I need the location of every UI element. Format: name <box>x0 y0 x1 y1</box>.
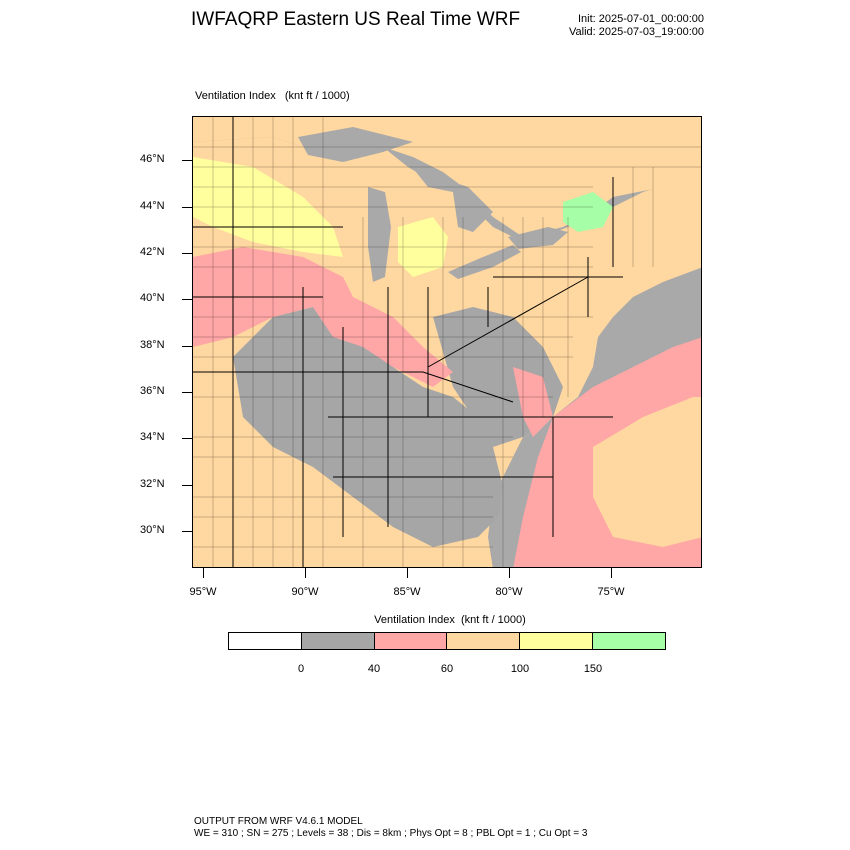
colorbar-label-60: 60 <box>440 663 454 675</box>
lon-label-75w: 75°W <box>597 586 625 598</box>
colorbar-bin-60-100 <box>447 633 521 649</box>
lat-label-38n: 38°N <box>140 339 165 351</box>
model-info-line1: OUTPUT FROM WRF V4.6.1 MODEL <box>194 816 363 827</box>
lat-label-42n: 42°N <box>140 246 165 258</box>
run-times: Init: 2025-07-01_00:00:00 Valid: 2025-07… <box>520 13 704 39</box>
lat-label-40n: 40°N <box>140 292 165 304</box>
lon-label-90w: 90°W <box>291 586 319 598</box>
map-panel <box>192 116 702 568</box>
lat-tick <box>182 160 192 161</box>
lake-erie <box>448 245 521 279</box>
model-info: OUTPUT FROM WRF V4.6.1 MODEL WE = 310 ; … <box>194 816 587 840</box>
plot-title: IWFAQRP Eastern US Real Time WRF <box>191 9 521 30</box>
colorbar-title: Ventilation Index (knt ft / 1000) <box>374 614 526 626</box>
lat-tick <box>182 438 192 439</box>
colorbar-label-0: 0 <box>297 663 305 675</box>
colorbar-bin-40-60 <box>374 633 448 649</box>
colorbar-label-40: 40 <box>367 663 381 675</box>
lon-tick <box>203 568 204 578</box>
colorbar-label-100: 100 <box>510 663 530 675</box>
lon-tick <box>509 568 510 578</box>
lat-tick <box>182 392 192 393</box>
lake-superior <box>298 127 413 162</box>
lon-label-85w: 85°W <box>393 586 421 598</box>
colorbar-bin-100-150 <box>520 633 594 649</box>
lat-label-44n: 44°N <box>140 200 165 212</box>
offshore-vent-region <box>593 397 701 547</box>
lat-tick <box>182 253 192 254</box>
lon-tick <box>407 568 408 578</box>
colorbar-label-150: 150 <box>583 663 603 675</box>
lat-tick <box>182 485 192 486</box>
county-boundaries <box>193 117 701 567</box>
lat-label-34n: 34°N <box>140 431 165 443</box>
lat-label-36n: 36°N <box>140 385 165 397</box>
lake-michigan <box>368 187 391 282</box>
colorbar-bin-above-150 <box>593 633 665 649</box>
lon-tick <box>305 568 306 578</box>
state-boundaries <box>193 117 623 567</box>
colorbar <box>228 632 666 650</box>
lon-label-80w: 80°W <box>495 586 523 598</box>
lat-tick <box>182 531 192 532</box>
lat-label-30n: 30°N <box>140 524 165 536</box>
lat-label-46n: 46°N <box>140 153 165 165</box>
model-info-line2: WE = 310 ; SN = 275 ; Levels = 38 ; Dis … <box>194 828 588 839</box>
lat-label-32n: 32°N <box>140 478 165 490</box>
moderate-vent-region-central <box>313 297 453 387</box>
colorbar-bin-below-0 <box>229 633 302 649</box>
lat-tick <box>182 207 192 208</box>
lon-tick <box>611 568 612 578</box>
lat-tick <box>182 299 192 300</box>
valid-time: Valid: 2025-07-03_19:00:00 <box>569 26 704 38</box>
lon-label-95w: 95°W <box>189 586 217 598</box>
lat-tick <box>182 346 192 347</box>
low-vent-region-south <box>233 307 503 547</box>
lake-huron <box>408 162 493 232</box>
map-svg <box>193 117 701 567</box>
colorbar-bin-0-40 <box>301 633 375 649</box>
excellent-vent-region-ny <box>563 192 613 232</box>
field-label: Ventilation Index (knt ft / 1000) <box>195 90 350 102</box>
init-time: Init: 2025-07-01_00:00:00 <box>578 13 704 25</box>
